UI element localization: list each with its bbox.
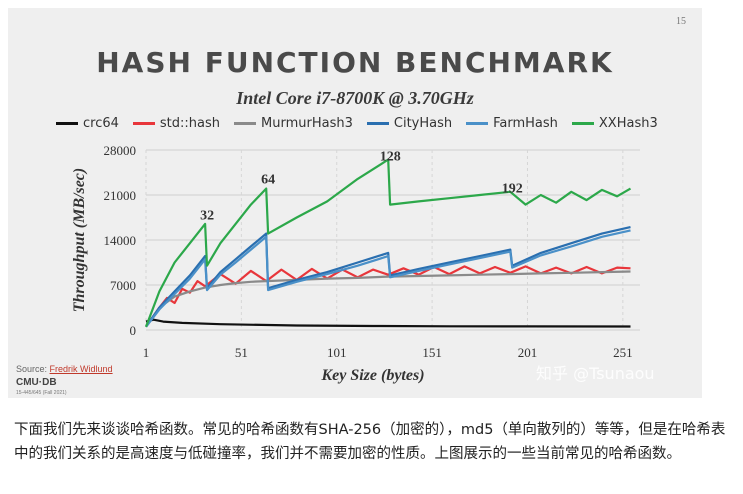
legend-item: CityHash: [366, 116, 453, 131]
legend-label: CityHash: [393, 116, 453, 131]
legend-item: XXHash3: [571, 116, 658, 131]
x-tick-label: 251: [613, 345, 633, 360]
x-axis-label: Key Size (bytes): [320, 367, 424, 384]
annotation-label: 192: [502, 181, 523, 196]
legend-label: crc64: [83, 116, 119, 131]
y-tick-label: 14000: [104, 233, 137, 248]
legend-swatch: [571, 122, 594, 125]
x-tick-label: 1: [143, 345, 150, 360]
y-tick-label: 21000: [104, 188, 137, 203]
zhihu-watermark: 知乎 @Tsunaou: [536, 364, 655, 383]
legend-label: std::hash: [159, 116, 221, 131]
legend-label: XXHash3: [598, 116, 658, 131]
legend-label: FarmHash: [493, 116, 558, 131]
y-tick-label: 7000: [110, 278, 136, 293]
legend-item: FarmHash: [466, 116, 558, 131]
legend-swatch: [466, 122, 489, 125]
legend-item: std::hash: [132, 116, 221, 131]
source-credit: Source: Fredrik Widlund: [16, 364, 113, 374]
chart-title: HASH FUNCTION BENCHMARK: [96, 46, 614, 79]
legend-swatch: [366, 122, 389, 125]
x-tick-label: 201: [518, 345, 538, 360]
annotation-label: 32: [200, 208, 214, 223]
chart-subtitle: Intel Core i7-8700K @ 3.70GHz: [236, 88, 474, 108]
slide: 15 HASH FUNCTION BENCHMARK Intel Core i7…: [8, 8, 702, 398]
x-tick-label: 51: [235, 345, 248, 360]
series-line-crc64: [145, 318, 631, 328]
cmu-db-logo: CMU·DB: [16, 377, 57, 388]
legend-swatch: [234, 122, 257, 125]
y-axis-label: Throughput (MB/sec): [71, 168, 88, 312]
annotation-label: 128: [380, 149, 401, 164]
source-link[interactable]: Fredrik Widlund: [49, 364, 113, 374]
slide-number: 15: [676, 16, 686, 27]
annotation-label: 64: [261, 172, 275, 187]
y-tick-label: 28000: [104, 143, 137, 158]
legend-swatch: [132, 122, 155, 125]
article-paragraph: 下面我们先来谈谈哈希函数。常见的哈希函数有SHA-256（加密的），md5（单向…: [14, 422, 726, 462]
series-line-xxhash3: [144, 158, 632, 328]
legend-item: MurmurHash3: [234, 116, 353, 131]
series-line-murmurhash3: [145, 270, 631, 328]
legend-label: MurmurHash3: [261, 116, 353, 131]
chart-legend: crc64 std::hash MurmurHash3 CityHash FarmHas…: [56, 116, 658, 131]
x-tick-label: 101: [327, 345, 347, 360]
series-line-farmhash: [145, 229, 631, 328]
legend-item: crc64: [56, 116, 119, 131]
y-tick-label: 0: [130, 323, 137, 338]
legend-swatch: [56, 122, 78, 125]
source-label: Source:: [16, 364, 48, 374]
course-label: 15-445/645 (Fall 2021): [16, 390, 67, 396]
x-tick-label: 151: [422, 345, 442, 360]
